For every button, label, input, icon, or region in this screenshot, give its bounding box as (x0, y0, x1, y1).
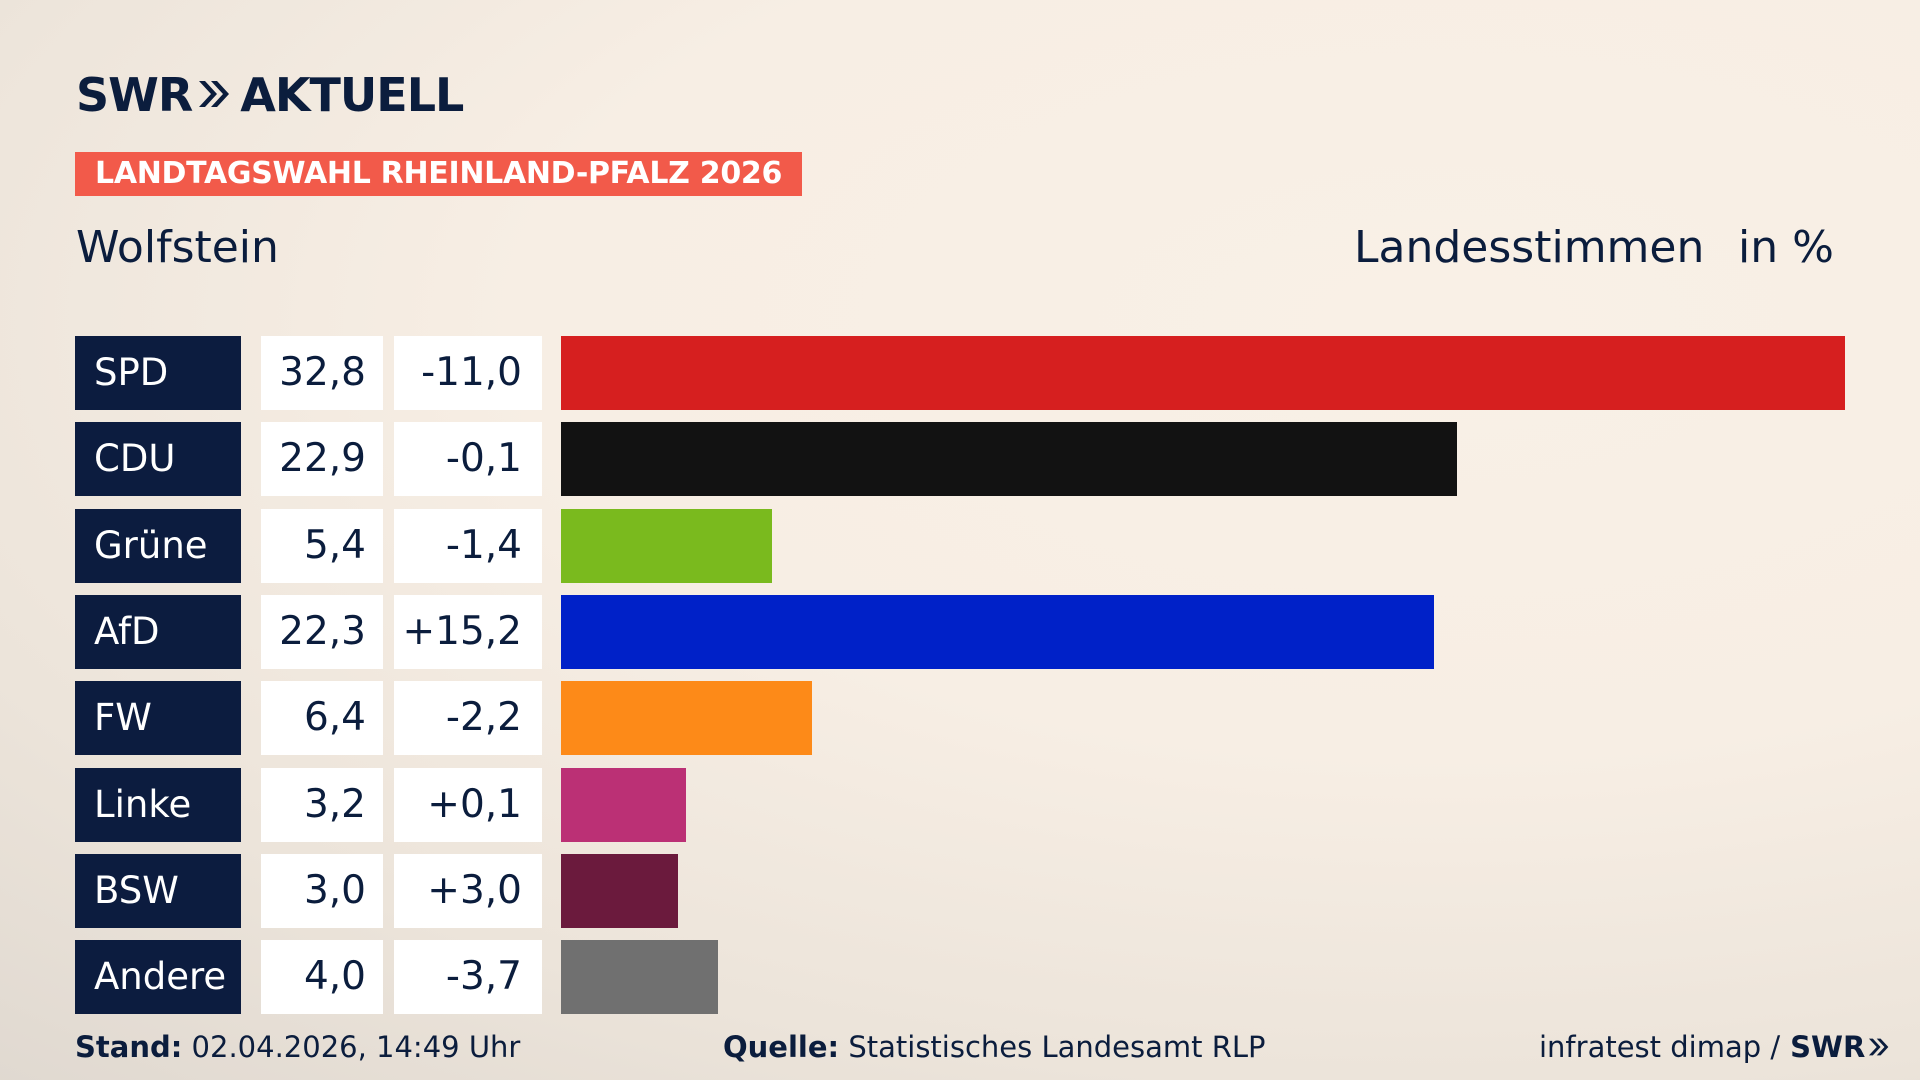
bar (561, 681, 812, 755)
bar (561, 940, 718, 1014)
party-label: BSW (75, 854, 241, 928)
party-label: CDU (75, 422, 241, 496)
difference-label: -2,2 (394, 681, 542, 755)
difference-label: +3,0 (394, 854, 542, 928)
bar (561, 768, 686, 842)
credit-brand: SWR (1790, 1030, 1866, 1064)
party-label: Linke (75, 768, 241, 842)
party-label: Grüne (75, 509, 241, 583)
difference-label: -11,0 (394, 336, 542, 410)
value-label: 3,2 (261, 768, 383, 842)
measure-label: Landesstimmen (1354, 222, 1705, 273)
logo-brand: SWR (76, 68, 193, 122)
swr-aktuell-logo: SWR AKTUELL (76, 68, 464, 122)
difference-label: -3,7 (394, 940, 542, 1014)
difference-label: -0,1 (394, 422, 542, 496)
difference-label: -1,4 (394, 509, 542, 583)
value-label: 3,0 (261, 854, 383, 928)
party-label: SPD (75, 336, 241, 410)
party-label: AfD (75, 595, 241, 669)
footer-credit: infratest dimap / SWR (1539, 1030, 1889, 1064)
value-label: 6,4 (261, 681, 383, 755)
place-title: Wolfstein (76, 222, 279, 273)
difference-label: +15,2 (394, 595, 542, 669)
difference-label: +0,1 (394, 768, 542, 842)
bar (561, 854, 678, 928)
bar (561, 422, 1457, 496)
chevron-double-right-icon (1867, 1036, 1889, 1058)
footer-source: Quelle: Statistisches Landesamt RLP (723, 1030, 1266, 1064)
bar (561, 336, 1845, 410)
source-label: Quelle: (723, 1030, 840, 1064)
value-label: 22,3 (261, 595, 383, 669)
unit-label: in % (1738, 222, 1834, 273)
chevron-double-right-icon (196, 68, 230, 122)
party-label: Andere (75, 940, 241, 1014)
value-label: 5,4 (261, 509, 383, 583)
value-label: 32,8 (261, 336, 383, 410)
logo-suffix: AKTUELL (240, 68, 464, 122)
bar (561, 509, 772, 583)
value-label: 22,9 (261, 422, 383, 496)
footer-stand: Stand: 02.04.2026, 14:49 Uhr (75, 1030, 520, 1064)
bar (561, 595, 1434, 669)
stand-value: 02.04.2026, 14:49 Uhr (191, 1030, 521, 1064)
value-label: 4,0 (261, 940, 383, 1014)
party-label: FW (75, 681, 241, 755)
source-value: Statistisches Landesamt RLP (848, 1030, 1266, 1064)
election-badge: LANDTAGSWAHL RHEINLAND-PFALZ 2026 (75, 152, 803, 196)
stand-label: Stand: (75, 1030, 183, 1064)
credit-text: infratest dimap / (1539, 1030, 1781, 1064)
